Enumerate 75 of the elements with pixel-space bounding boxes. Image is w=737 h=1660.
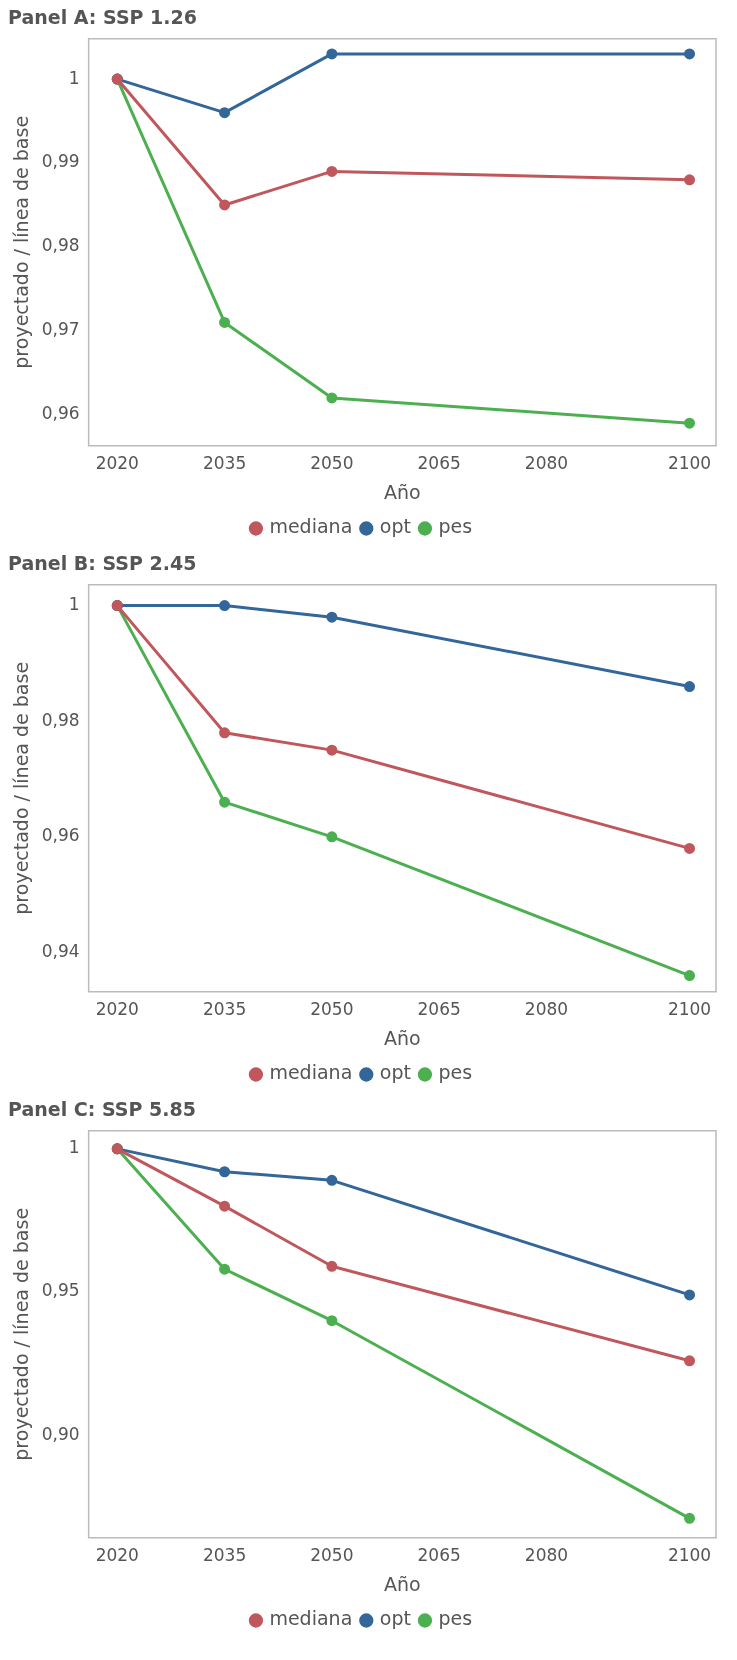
x-tick-label: 2035 [202,453,247,474]
legend-label: mediana [269,1607,353,1630]
chart-title: Panel A: SSP 1.26 [8,6,197,29]
x-tick-label: 2020 [95,453,139,474]
point [326,831,338,843]
legend-label: pes [438,1607,473,1630]
point [219,1263,231,1275]
x-axis-title: Año [383,1026,421,1049]
x-tick-label: 2100 [667,1545,712,1566]
point [684,970,696,982]
y-tick-label: 1 [68,594,80,615]
point [684,681,696,693]
point [326,1315,338,1327]
legend-label: mediana [269,515,353,538]
point [219,1200,231,1212]
x-tick-label: 2080 [524,453,569,474]
point [326,744,338,756]
x-tick-label: 2020 [95,999,139,1020]
legend-label: pes [438,1061,473,1084]
legend-label: opt [379,515,411,538]
legend-label: mediana [269,1061,353,1084]
point [684,1355,696,1367]
x-axis-title: Año [383,480,421,503]
y-tick-label: 0,98 [41,709,80,730]
point [219,199,231,211]
x-tick-label: 2035 [202,1545,247,1566]
x-tick-label: 2050 [310,1545,354,1566]
point [219,796,231,808]
point [326,1174,338,1186]
point [219,107,231,119]
point [219,600,231,612]
x-tick-label: 2065 [417,453,461,474]
chart-title: Panel C: SSP 5.85 [8,1098,196,1121]
y-tick-label: 0,98 [41,235,80,256]
chart-title: Panel B: SSP 2.45 [8,552,197,575]
point [684,174,696,186]
point [684,48,696,60]
y-tick-label: 0,96 [41,403,80,424]
y-tick-label: 0,94 [41,940,80,961]
point [684,1512,696,1524]
x-tick-label: 2035 [202,999,247,1020]
y-tick-label: 1 [68,1137,80,1158]
y-tick-label: 0,90 [41,1423,80,1444]
x-tick-label: 2100 [667,453,712,474]
x-tick-label: 2065 [417,1545,461,1566]
y-axis-title: proyectado / línea de base [10,661,33,915]
x-axis-title: Año [383,1572,421,1595]
legend-label: opt [379,1607,411,1630]
point [219,727,231,739]
point [326,1260,338,1272]
x-tick-label: 2080 [524,1545,569,1566]
point [326,48,338,60]
x-tick-label: 2100 [667,999,712,1020]
x-tick-label: 2050 [310,453,354,474]
x-tick-label: 2020 [95,1545,139,1566]
point [219,316,231,328]
point [684,1289,696,1301]
x-tick-label: 2065 [417,999,461,1020]
legend-label: opt [379,1061,411,1084]
point [684,842,696,854]
point [326,392,338,404]
y-tick-label: 0,99 [41,151,80,172]
x-tick-label: 2080 [524,999,569,1020]
point [326,611,338,623]
legend-label: pes [438,515,473,538]
y-axis-title: proyectado / línea de base [10,115,33,369]
y-tick-label: 0,96 [41,825,80,846]
point [326,165,338,177]
y-tick-label: 0,97 [41,319,80,340]
x-tick-label: 2050 [310,999,354,1020]
y-tick-label: 0,95 [41,1280,80,1301]
point [684,417,696,429]
y-tick-label: 1 [68,67,80,88]
point [219,1166,231,1178]
y-axis-title: proyectado / línea de base [10,1207,33,1461]
